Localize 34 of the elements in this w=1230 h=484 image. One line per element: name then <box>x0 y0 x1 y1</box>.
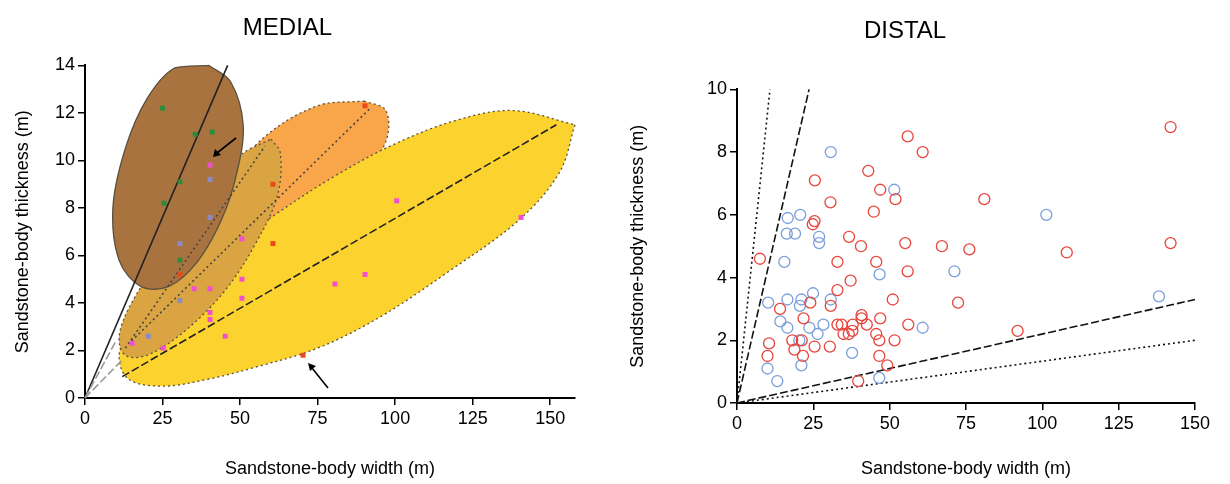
chart-title: DISTAL <box>863 16 947 44</box>
x-axis-title: Sandstone-body width (m) <box>224 458 436 479</box>
y-axis-title: Sandstone-body thickness (m) <box>11 110 32 354</box>
x-tick-label: 125 <box>1103 412 1134 433</box>
y-tick-label: 6 <box>716 203 727 224</box>
x-tick-label: 75 <box>307 407 328 428</box>
y-tick-label: 2 <box>64 339 75 360</box>
y-tick-label: 0 <box>64 386 75 407</box>
y-tick-label: 12 <box>54 101 75 122</box>
x-tick-label: 75 <box>955 412 977 433</box>
x-tick-label: 50 <box>230 407 251 428</box>
y-tick-label: 4 <box>716 266 727 287</box>
y-tick-label: 10 <box>54 149 75 170</box>
x-tick-label: 150 <box>1179 412 1211 433</box>
y-axis-title: Sandstone-body thickness (m) <box>626 124 647 368</box>
y-tick-label: 8 <box>64 196 75 217</box>
chart-title: MEDIAL <box>242 13 333 41</box>
x-tick-label: 0 <box>731 412 743 433</box>
y-tick-label: 0 <box>716 391 727 412</box>
y-tick-label: 6 <box>64 244 75 265</box>
x-tick-label: 25 <box>803 412 824 433</box>
x-axis-title: Sandstone-body width (m) <box>860 458 1072 479</box>
x-tick-label: 25 <box>152 407 173 428</box>
x-tick-label: 0 <box>79 407 91 428</box>
y-tick-label: 4 <box>64 291 75 312</box>
x-tick-label: 125 <box>457 407 488 428</box>
y-tick-label: 14 <box>54 54 75 75</box>
x-tick-label: 100 <box>1027 412 1058 433</box>
x-tick-label: 150 <box>535 407 566 428</box>
x-tick-label: 50 <box>879 412 900 433</box>
y-tick-label: 8 <box>716 141 727 162</box>
y-tick-label: 10 <box>706 78 727 99</box>
x-tick-label: 100 <box>380 407 411 428</box>
y-tick-label: 2 <box>716 329 727 350</box>
